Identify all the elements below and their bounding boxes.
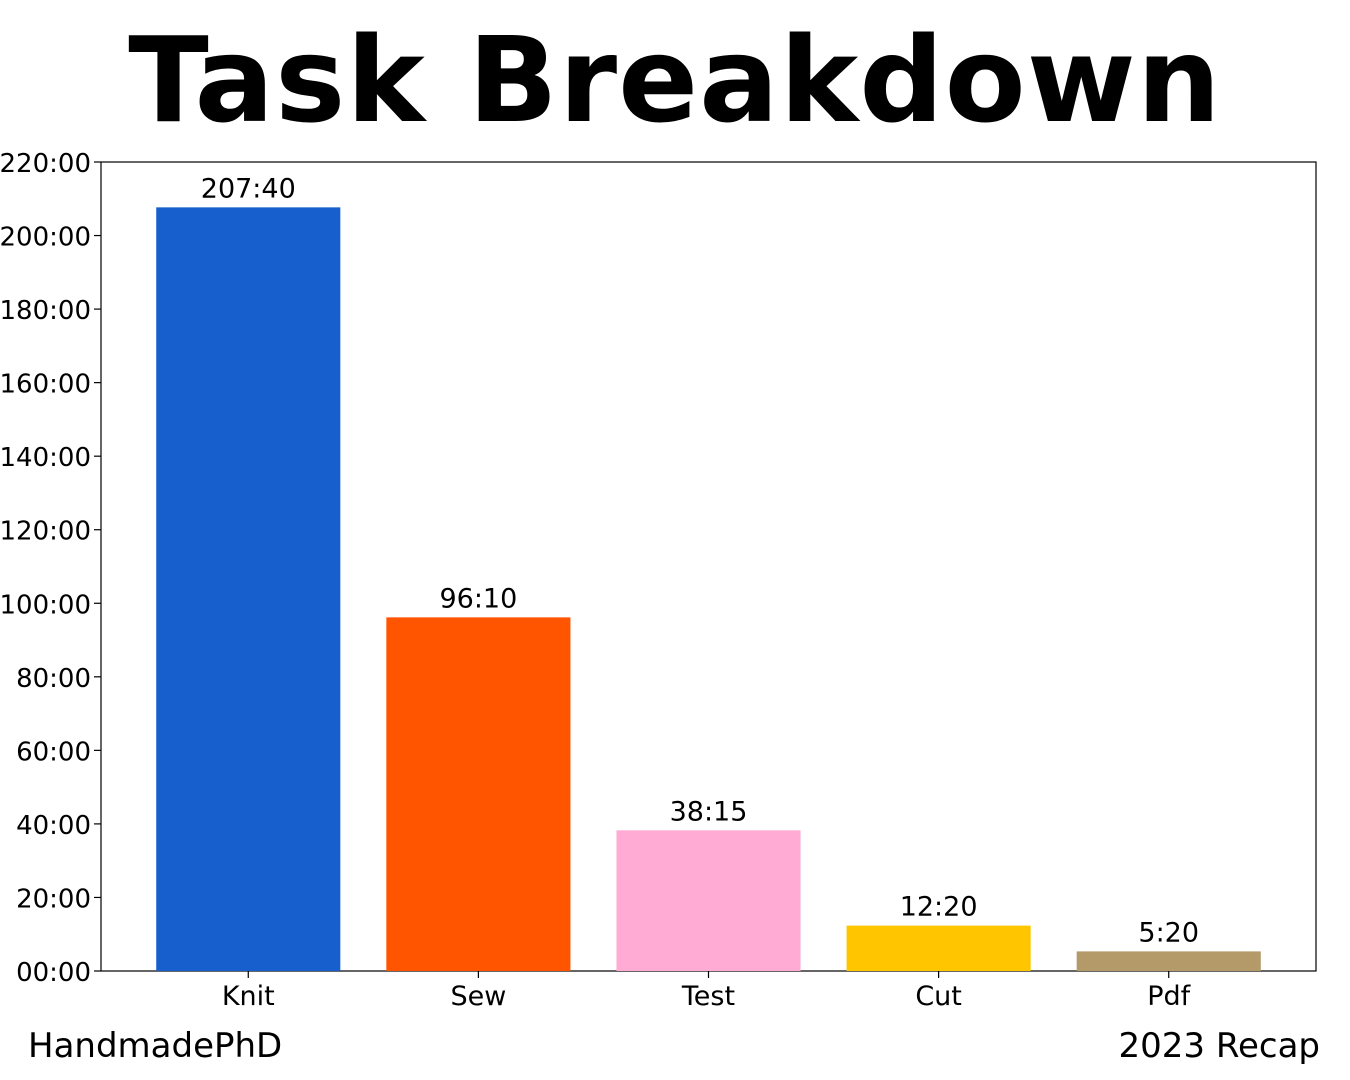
bar-test bbox=[616, 830, 801, 971]
x-tick-label: Pdf bbox=[1147, 981, 1191, 1012]
x-tick-label: Knit bbox=[222, 981, 275, 1012]
bars-group: 207:40 96:10 38:15 12:20 5:20 bbox=[156, 173, 1261, 971]
bar-sew bbox=[386, 617, 571, 971]
bar-value-label: 5:20 bbox=[1138, 917, 1199, 948]
y-tick-label: 140:00 bbox=[0, 443, 91, 473]
y-tick-label: 160:00 bbox=[0, 370, 91, 400]
bar-value-label: 207:40 bbox=[201, 173, 296, 204]
bar-value-label: 12:20 bbox=[900, 892, 978, 923]
x-tick-label: Cut bbox=[915, 981, 962, 1012]
y-tick-label: 220:00 bbox=[0, 149, 91, 179]
chart-title: Task Breakdown bbox=[128, 11, 1222, 149]
bar-cut bbox=[846, 925, 1031, 971]
y-tick-label: 00:00 bbox=[16, 958, 91, 988]
bar-knit bbox=[156, 207, 341, 971]
y-tick-label: 20:00 bbox=[16, 884, 91, 914]
recap-label: 2023 Recap bbox=[1118, 1026, 1320, 1066]
y-tick-label: 80:00 bbox=[16, 664, 91, 694]
x-tick-label: Sew bbox=[450, 981, 506, 1012]
x-tick-label: Test bbox=[681, 981, 735, 1012]
y-tick-label: 100:00 bbox=[0, 590, 91, 620]
bar-value-label: 96:10 bbox=[439, 583, 517, 614]
y-tick-label: 120:00 bbox=[0, 517, 91, 547]
y-tick-label: 180:00 bbox=[0, 296, 91, 326]
brand-label: HandmadePhD bbox=[28, 1026, 283, 1066]
bar-value-label: 38:15 bbox=[670, 796, 748, 827]
y-axis: 00:00 20:00 40:00 60:00 80:00 100:00 120:00 140… bbox=[0, 149, 101, 988]
x-axis: Knit Sew Test Cut Pdf bbox=[222, 971, 1192, 1012]
y-tick-label: 200:00 bbox=[0, 223, 91, 253]
y-tick-label: 40:00 bbox=[16, 811, 91, 841]
bar-pdf bbox=[1076, 951, 1261, 971]
y-tick-label: 60:00 bbox=[16, 737, 91, 767]
